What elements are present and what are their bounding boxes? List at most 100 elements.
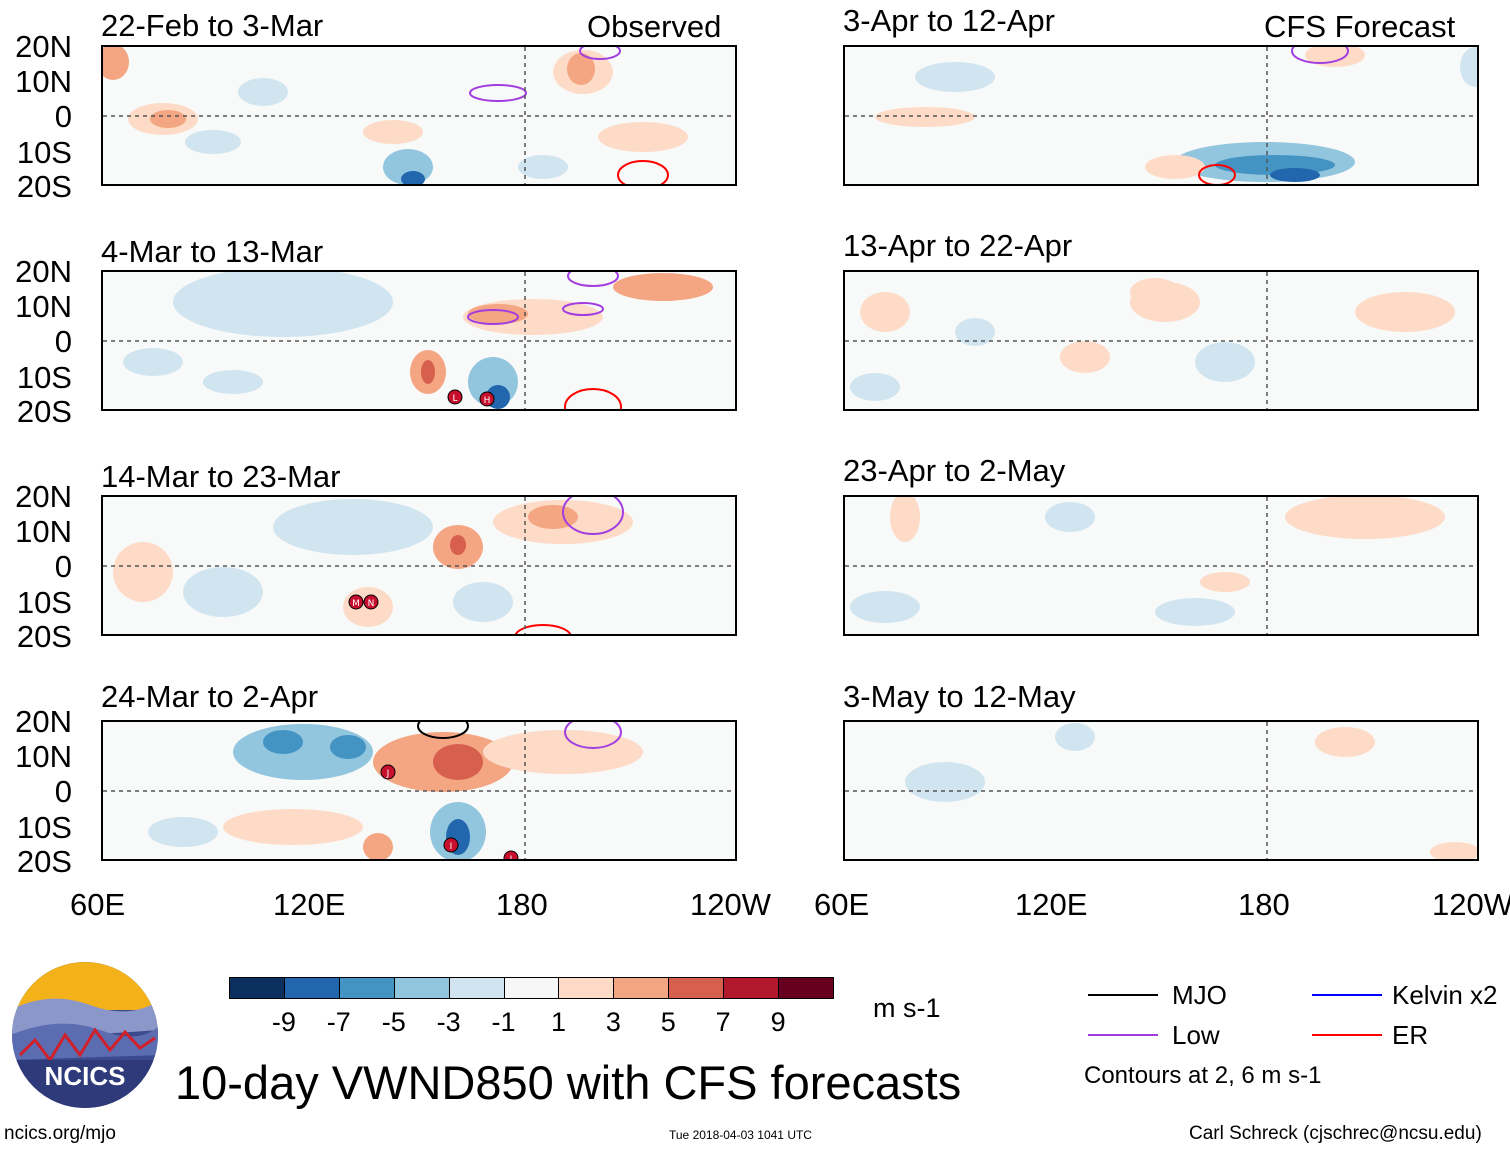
colorbar-label: -9 xyxy=(271,1007,296,1037)
anomaly-positive xyxy=(598,122,688,152)
anomaly-negative xyxy=(1270,168,1320,182)
low-contour xyxy=(469,84,527,102)
storm-marker: I xyxy=(443,837,459,853)
legend-label-mjo: MJO xyxy=(1172,980,1227,1010)
lon-tick: 120E xyxy=(1015,887,1088,922)
colorbar-cell xyxy=(448,977,505,999)
panel-title: 24-Mar to 2-Apr xyxy=(101,679,319,714)
map-panel-svg xyxy=(103,47,735,184)
anomaly-positive xyxy=(875,107,975,127)
anomaly-positive xyxy=(1305,47,1365,67)
panel-title: 14-Mar to 23-Mar xyxy=(101,459,341,494)
map-panel: M N xyxy=(101,495,737,636)
anomaly-positive xyxy=(890,497,920,542)
lat-tick: 10S xyxy=(16,135,72,170)
anomaly-negative xyxy=(905,762,985,802)
low-contour xyxy=(564,722,622,749)
anomaly-positive xyxy=(468,304,528,324)
anomaly-positive xyxy=(483,730,643,774)
lat-tick: 0 xyxy=(54,549,72,584)
map-panel xyxy=(843,495,1479,636)
main-title: 10-day VWND850 with CFS forecasts xyxy=(175,1056,962,1109)
ncics-logo-svg: NCICS xyxy=(12,962,158,1108)
panel-title: 4-Mar to 13-Mar xyxy=(101,234,324,269)
anomaly-negative xyxy=(955,318,995,346)
lon-tick: 60E xyxy=(814,887,870,922)
colorbar-cell xyxy=(283,977,340,999)
anomaly-negative xyxy=(518,155,568,179)
er-contour xyxy=(617,160,669,184)
storm-marker: M xyxy=(348,594,364,610)
anomaly-positive xyxy=(421,360,435,384)
mjo-contour xyxy=(417,722,469,739)
legend-label-kelvin: Kelvin x2 xyxy=(1392,980,1498,1010)
lat-tick: 0 xyxy=(54,324,72,359)
anomaly-negative xyxy=(173,272,393,337)
lat-tick: 20S xyxy=(16,619,72,654)
lat-tick: 0 xyxy=(54,774,72,809)
anomaly-negative xyxy=(1055,723,1095,751)
anomaly-negative xyxy=(273,499,433,555)
colorbar-cell xyxy=(613,977,670,999)
anomaly-negative xyxy=(330,735,366,759)
colorbar-units: m s-1 xyxy=(873,993,941,1023)
low-contour xyxy=(1291,47,1349,64)
anomaly-positive xyxy=(860,292,910,332)
anomaly-negative xyxy=(148,817,218,847)
colorbar-labels: -9 -7 -5 -3 -1 1 3 5 7 9 xyxy=(0,1009,900,1039)
anomaly-negative xyxy=(263,730,303,754)
colorbar-cells xyxy=(229,977,834,1001)
lat-tick: 0 xyxy=(54,99,72,134)
map-panel-svg xyxy=(845,47,1477,184)
anomaly-negative xyxy=(1195,342,1255,382)
anomaly-positive xyxy=(450,535,466,555)
storm-marker-label: J xyxy=(509,855,513,859)
lon-tick: 120W xyxy=(690,887,771,922)
lat-tick: 20N xyxy=(15,29,72,64)
lat-tick: 20S xyxy=(16,844,72,879)
colorbar-label: 5 xyxy=(660,1007,676,1037)
logo-text: NCICS xyxy=(45,1061,126,1091)
map-panel: J I J xyxy=(101,720,737,861)
lat-tick: 10N xyxy=(15,739,72,774)
lon-tick: 120W xyxy=(1432,887,1510,922)
legend-line-low xyxy=(1088,1034,1158,1036)
low-contour xyxy=(562,497,624,535)
footer-timestamp: Tue 2018-04-03 1041 UTC xyxy=(669,1128,812,1142)
anomaly-positive xyxy=(567,53,595,85)
anomaly-positive xyxy=(1060,341,1110,373)
er-contour xyxy=(1198,164,1236,184)
anomaly-positive xyxy=(1430,842,1477,859)
map-panel-svg xyxy=(845,272,1477,409)
colorbar-cell xyxy=(503,977,560,999)
anomaly-positive xyxy=(528,505,578,529)
colorbar-cell xyxy=(668,977,725,999)
low-contour xyxy=(467,309,519,325)
low-contour xyxy=(579,47,621,60)
footer-url[interactable]: ncics.org/mjo xyxy=(4,1123,116,1144)
map-panel xyxy=(843,45,1479,186)
map-panel-svg xyxy=(845,497,1477,634)
colorbar xyxy=(229,977,834,1001)
lat-tick: 10N xyxy=(15,289,72,324)
storm-marker-label: H xyxy=(484,396,491,406)
anomaly-negative xyxy=(453,582,513,622)
anomaly-negative xyxy=(850,373,900,401)
lon-tick: 180 xyxy=(1238,887,1290,922)
colorbar-label: 1 xyxy=(550,1007,566,1037)
anomaly-positive xyxy=(1315,727,1375,757)
storm-marker-label: I xyxy=(450,842,453,852)
low-contour xyxy=(567,272,619,287)
map-panel-svg: L H xyxy=(103,272,735,409)
storm-marker-label: N xyxy=(368,599,375,609)
lat-tick: 20S xyxy=(16,394,72,429)
map-panel xyxy=(843,720,1479,861)
map-panel xyxy=(843,270,1479,411)
anomaly-negative xyxy=(185,130,241,154)
colorbar-cell xyxy=(338,977,395,999)
lat-tick: 10N xyxy=(15,514,72,549)
lat-tick: 20N xyxy=(15,704,72,739)
low-contour xyxy=(562,302,604,316)
legend-label-low: Low xyxy=(1172,1020,1220,1050)
colorbar-label: -3 xyxy=(436,1007,461,1037)
